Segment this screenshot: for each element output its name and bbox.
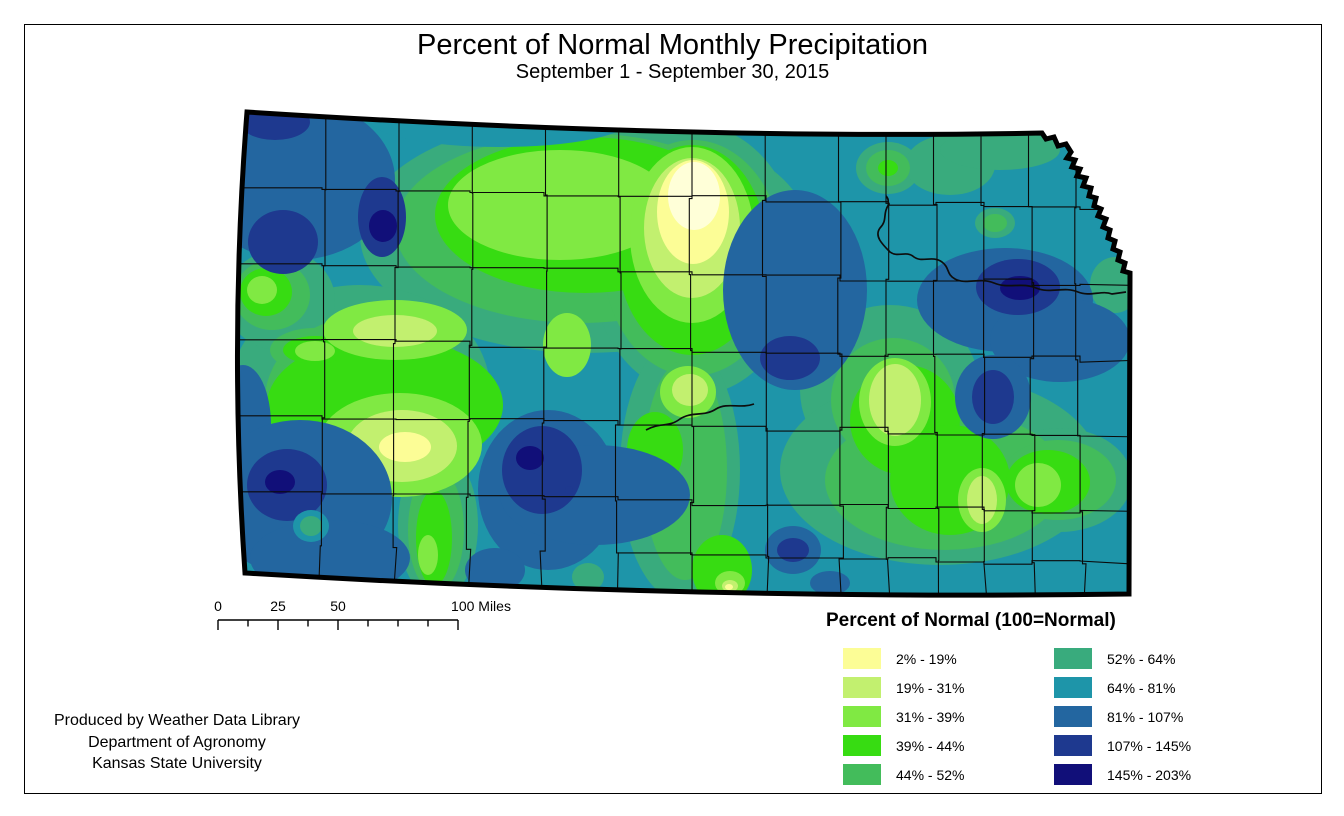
legend-label: 52% - 64% [1107, 650, 1176, 667]
legend-column-left: 2% - 19% 19% - 31% 31% - 39% 39% - 44% 4… [843, 648, 964, 793]
legend-item: 2% - 19% [843, 648, 964, 669]
legend-label: 44% - 52% [896, 766, 965, 783]
legend-item: 31% - 39% [843, 706, 964, 727]
legend-swatch [1054, 677, 1092, 698]
legend-item: 44% - 52% [843, 764, 964, 785]
legend-label: 145% - 203% [1107, 766, 1192, 783]
legend-label: 39% - 44% [896, 737, 965, 754]
legend-title: Percent of Normal (100=Normal) [826, 610, 1116, 631]
scale-label-100-miles: 100 Miles [451, 598, 511, 614]
map-frame [24, 24, 1322, 794]
attribution-block: Produced by Weather Data Library Departm… [31, 710, 323, 775]
legend-swatch [1054, 648, 1092, 669]
legend-item: 81% - 107% [1054, 706, 1191, 727]
legend-label: 2% - 19% [896, 650, 957, 667]
scale-label-50: 50 [330, 598, 346, 614]
legend-item: 107% - 145% [1054, 735, 1191, 756]
legend-swatch [1054, 706, 1092, 727]
legend-swatch [843, 735, 881, 756]
legend-item: 19% - 31% [843, 677, 964, 698]
attribution-line-3: Kansas State University [92, 755, 262, 772]
legend-label: 64% - 81% [1107, 679, 1176, 696]
legend-item: 145% - 203% [1054, 764, 1191, 785]
legend-label: 19% - 31% [896, 679, 965, 696]
legend-label: 81% - 107% [1107, 708, 1184, 725]
legend-item: 39% - 44% [843, 735, 964, 756]
page-title: Percent of Normal Monthly Precipitation [417, 29, 928, 61]
legend-item: 64% - 81% [1054, 677, 1191, 698]
legend-swatch [843, 706, 881, 727]
legend-item: 52% - 64% [1054, 648, 1191, 669]
scale-label-0: 0 [214, 598, 222, 614]
legend-swatch [843, 764, 881, 785]
page-subtitle: September 1 - September 30, 2015 [515, 61, 830, 83]
legend-swatch [843, 648, 881, 669]
legend-swatch [843, 677, 881, 698]
legend-label: 31% - 39% [896, 708, 965, 725]
legend-label: 107% - 145% [1107, 737, 1192, 754]
attribution-line-2: Department of Agronomy [88, 733, 266, 751]
legend-column-right: 52% - 64% 64% - 81% 81% - 107% 107% - 14… [1054, 648, 1191, 793]
attribution-line-1: Produced by Weather Data Library [53, 712, 301, 729]
legend-swatch [1054, 735, 1092, 756]
scale-bar [217, 619, 459, 630]
scale-label-25: 25 [270, 598, 286, 614]
legend-swatch [1054, 764, 1092, 785]
